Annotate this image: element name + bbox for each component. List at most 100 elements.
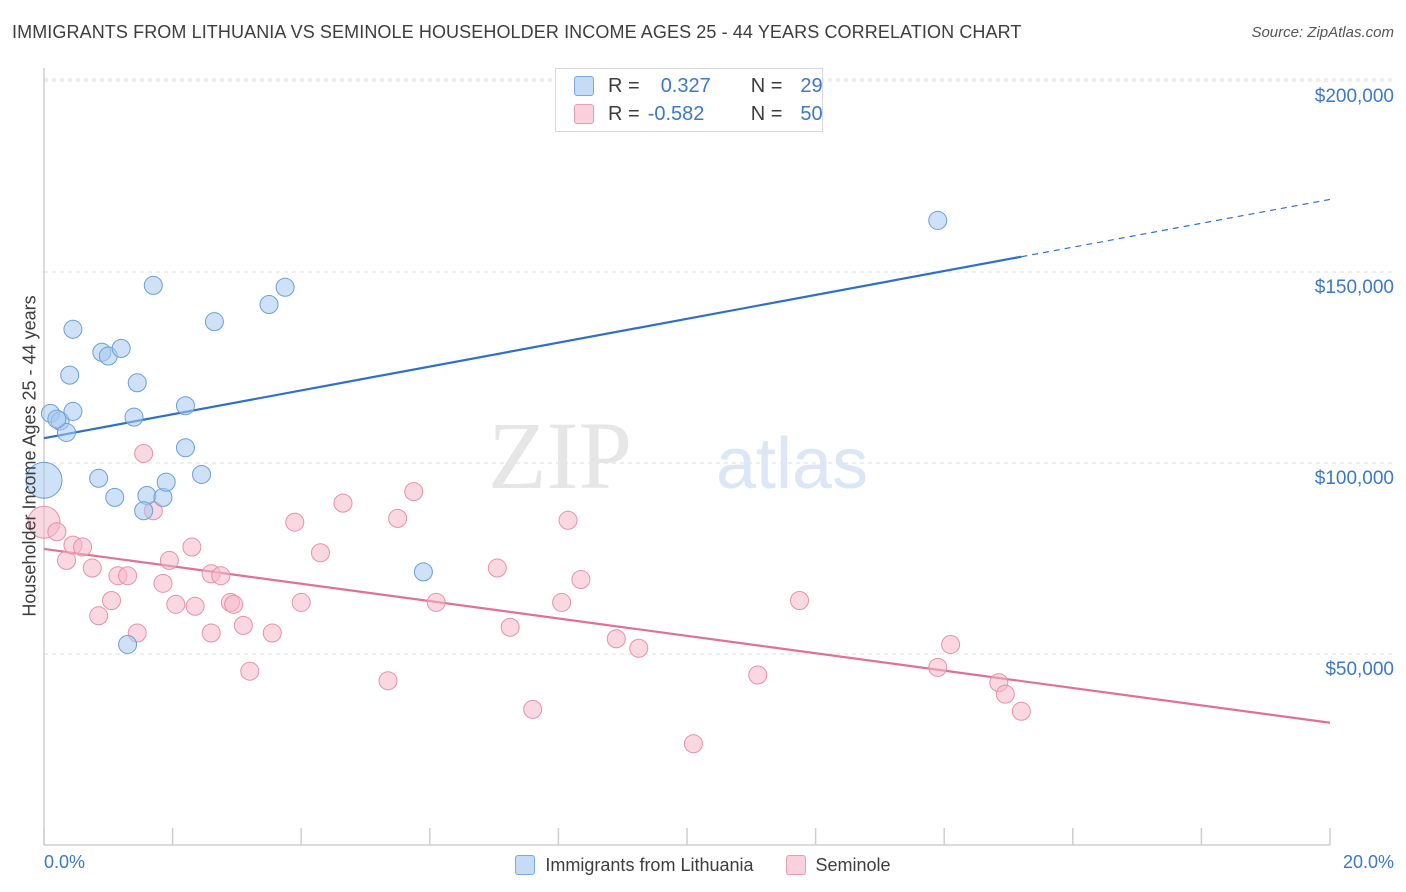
data-point-lithuania: [111, 338, 131, 358]
data-point-lithuania: [127, 373, 147, 393]
legend-label-seminole: Seminole: [815, 854, 891, 875]
data-point-seminole: [233, 615, 253, 635]
data-point-lithuania: [175, 396, 195, 416]
data-point-lithuania: [134, 501, 154, 521]
gridlines: [44, 78, 1395, 655]
legend-label-lithuania: Immigrants from Lithuania: [545, 854, 754, 875]
data-point-seminole: [378, 671, 398, 691]
data-point-seminole: [82, 558, 102, 578]
data-point-lithuania: [259, 294, 279, 314]
data-point-lithuania: [63, 401, 83, 421]
series-legend: Immigrants from Lithuania Seminole: [0, 850, 1406, 880]
data-point-lithuania: [175, 438, 195, 458]
data-point-seminole: [995, 684, 1015, 704]
n-value: 29: [800, 74, 823, 97]
chart-title: IMMIGRANTS FROM LITHUANIA VS SEMINOLE HO…: [12, 22, 1022, 42]
data-point-seminole: [487, 558, 507, 578]
data-point-lithuania: [156, 472, 176, 492]
data-point-seminole: [134, 443, 154, 463]
data-point-seminole: [629, 638, 649, 658]
data-point-lithuania: [57, 422, 77, 442]
source-label: Source: ZipAtlas.com: [1251, 24, 1394, 41]
data-point-seminole: [558, 510, 578, 530]
data-point-seminole: [102, 591, 122, 611]
stats-swatch-seminole: [574, 104, 594, 124]
trend-line-lithuania: [43, 255, 1022, 440]
watermark: ZIP atlas: [488, 402, 868, 509]
data-point-lithuania: [204, 312, 224, 332]
x-tick-label-min: 0.0%: [44, 852, 86, 872]
data-point-lithuania: [413, 562, 433, 582]
data-point-seminole: [224, 594, 244, 614]
data-point-lithuania: [25, 461, 63, 499]
legend-swatch-seminole: [785, 855, 806, 875]
r-label: R =: [608, 74, 640, 97]
data-point-seminole: [153, 573, 173, 593]
data-point-seminole: [201, 623, 221, 643]
r-label: R =: [608, 102, 640, 125]
data-point-seminole: [310, 543, 330, 563]
trend-line-seminole: [43, 547, 1331, 724]
data-point-seminole: [388, 508, 408, 528]
y-tick-label-50k: $50,000: [1325, 659, 1394, 680]
data-point-lithuania: [118, 634, 138, 654]
r-value: -0.582: [647, 102, 705, 125]
legend-item-seminole: Seminole: [785, 854, 891, 876]
data-point-seminole: [89, 606, 109, 626]
legend-item-lithuania: Immigrants from Lithuania: [515, 854, 754, 876]
data-point-seminole: [240, 661, 260, 681]
y-tick-label-200k: $200,000: [1314, 86, 1394, 107]
n-value: 50: [800, 102, 823, 125]
data-point-seminole: [73, 537, 93, 557]
watermark-atlas: atlas: [716, 424, 868, 504]
stats-legend: R = 0.327 N = 29 R = -0.582 N = 50: [555, 68, 823, 132]
data-point-seminole: [182, 537, 202, 557]
data-point-lithuania: [143, 275, 163, 295]
y-tick-label-150k: $150,000: [1314, 277, 1394, 298]
data-point-seminole: [166, 594, 186, 614]
data-point-seminole: [285, 512, 305, 532]
data-point-lithuania: [928, 210, 948, 230]
data-point-lithuania: [89, 468, 109, 488]
data-point-seminole: [500, 617, 520, 637]
stats-row-lithuania: R = 0.327 N = 29: [574, 72, 823, 100]
stats-row-seminole: R = -0.582 N = 50: [574, 100, 823, 128]
data-point-lithuania: [124, 407, 144, 427]
data-point-lithuania: [192, 464, 212, 484]
data-point-lithuania: [47, 409, 67, 429]
data-point-seminole: [606, 629, 626, 649]
data-point-lithuania: [63, 319, 83, 339]
y-axis-label: Householder Income Ages 25 - 44 years: [19, 295, 40, 617]
watermark-zip: ZIP: [488, 402, 632, 509]
data-point-seminole: [748, 665, 768, 685]
data-point-seminole: [552, 592, 572, 612]
data-point-lithuania: [105, 487, 125, 507]
legend-swatch-lithuania: [515, 855, 536, 875]
data-point-seminole: [291, 592, 311, 612]
data-point-seminole: [426, 592, 446, 612]
data-points: [25, 210, 1031, 754]
trend-line-lithuania-extension: [1021, 198, 1331, 258]
data-point-seminole: [185, 596, 205, 616]
axes: [43, 68, 1331, 846]
x-tick-label-max: 20.0%: [1342, 852, 1394, 872]
data-point-seminole: [404, 482, 424, 502]
data-point-seminole: [790, 591, 810, 611]
data-point-seminole: [333, 493, 353, 513]
n-label: N =: [750, 102, 783, 125]
n-label: N =: [750, 74, 783, 97]
data-point-seminole: [47, 522, 67, 542]
data-point-seminole: [683, 734, 703, 754]
y-tick-label-100k: $100,000: [1314, 468, 1394, 489]
data-point-seminole: [941, 634, 961, 654]
data-point-lithuania: [275, 277, 295, 297]
r-value: 0.327: [660, 74, 711, 97]
data-point-seminole: [1011, 701, 1031, 721]
data-point-seminole: [928, 657, 948, 677]
data-point-seminole: [118, 566, 138, 586]
stats-swatch-lithuania: [574, 76, 594, 96]
data-point-lithuania: [60, 365, 80, 385]
data-point-seminole: [262, 623, 282, 643]
trend-lines: [43, 198, 1331, 724]
